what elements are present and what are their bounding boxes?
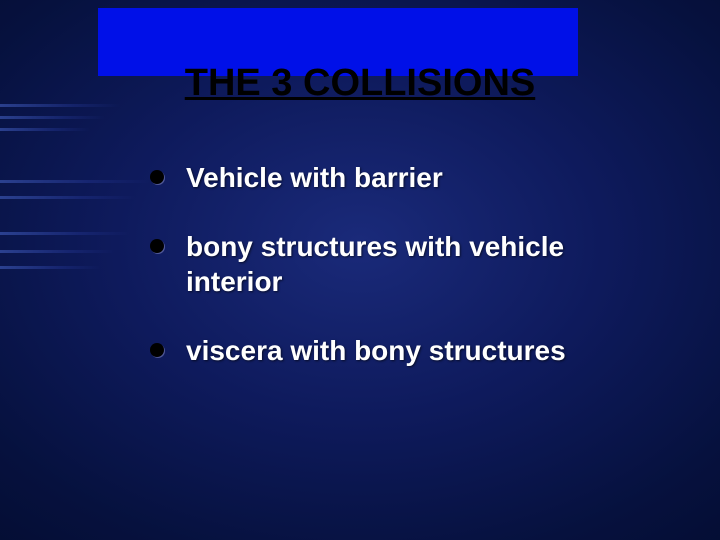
bullet-icon [150, 170, 164, 184]
decorative-streak [0, 250, 115, 253]
bullet-icon [150, 239, 164, 253]
decorative-streak [0, 180, 150, 183]
slide: THE 3 COLLISIONS Vehicle with barrier bo… [0, 0, 720, 540]
decorative-streak [0, 232, 130, 235]
decorative-streak [0, 116, 105, 119]
list-item-text: Vehicle with barrier [186, 160, 443, 195]
list-item: bony structures with vehicle interior [150, 229, 650, 299]
list-item-text: viscera with bony structures [186, 333, 566, 368]
decorative-streak [0, 266, 100, 269]
bullet-list: Vehicle with barrier bony structures wit… [150, 160, 650, 402]
list-item: Vehicle with barrier [150, 160, 650, 195]
list-item-text: bony structures with vehicle interior [186, 229, 650, 299]
decorative-streak [0, 128, 90, 131]
decorative-streak [0, 196, 135, 199]
slide-title: THE 3 COLLISIONS [0, 62, 720, 105]
list-item: viscera with bony structures [150, 333, 650, 368]
bullet-icon [150, 343, 164, 357]
